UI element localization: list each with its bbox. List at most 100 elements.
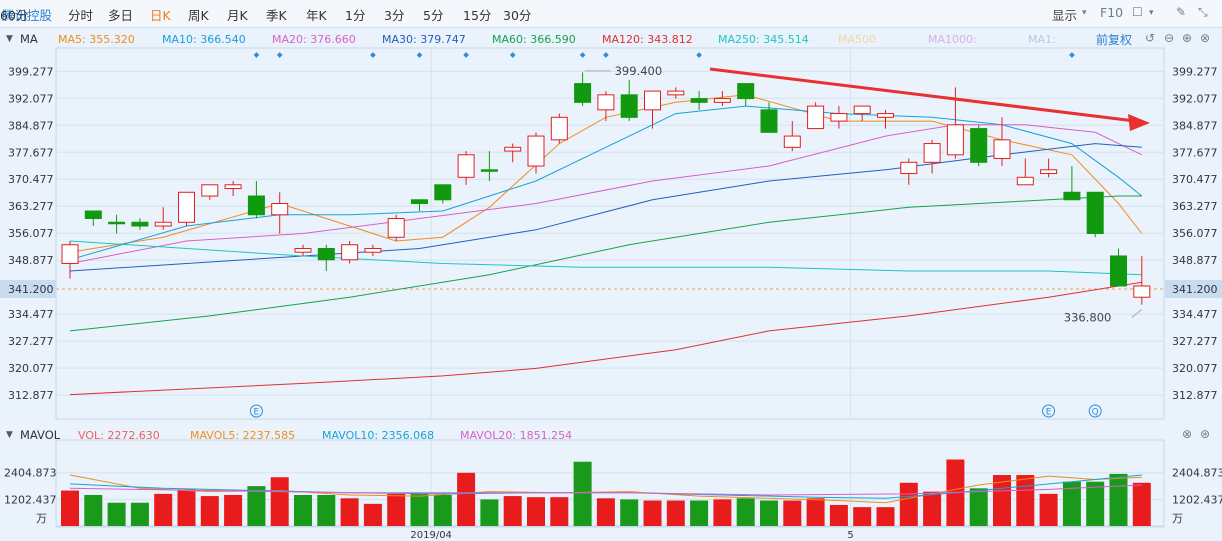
tab-11[interactable]: 15分 <box>463 8 492 23</box>
low-price-label: 336.800 <box>1064 310 1112 324</box>
event-badge-icon <box>1088 404 1102 418</box>
x-tick-label: 5 <box>847 530 853 541</box>
tab-2[interactable]: 多日 <box>108 8 134 23</box>
ma-legend-item[interactable]: MA120: 343.812 <box>602 33 693 46</box>
close-icon[interactable]: ⊗ <box>1200 31 1211 45</box>
y-tick-label: 334.477 <box>1172 308 1218 321</box>
trend-arrow <box>709 67 1150 131</box>
ma-indicator-label[interactable]: MA <box>20 32 38 46</box>
volume-bar <box>550 497 569 526</box>
ma-legend-item[interactable]: MA1: <box>1028 33 1056 46</box>
mavol-line <box>69 484 1142 496</box>
volume-bar <box>899 482 918 526</box>
f10-button[interactable]: F10 <box>1100 5 1124 20</box>
candle-body <box>783 135 801 148</box>
y-tick-label: 312.877 <box>1172 389 1218 402</box>
low-price-leader <box>1131 309 1143 318</box>
candle-body <box>247 195 265 216</box>
tab-6[interactable]: 季K <box>266 8 287 23</box>
tab-13[interactable]: 60分 <box>0 8 29 23</box>
current-price-tag-right <box>1165 279 1222 298</box>
vol-legend-item[interactable]: MAVOL10: 2356.068 <box>322 429 435 442</box>
tab-1[interactable]: 分时 <box>68 8 94 23</box>
candle-body <box>1086 191 1104 234</box>
volume-bar <box>294 494 312 526</box>
vol-tick-label: 2404.873 <box>4 467 57 480</box>
candle-body <box>574 83 592 103</box>
collapse-icon[interactable]: ⤡ <box>1198 5 1208 19</box>
tab-12[interactable]: 30分 <box>503 8 532 23</box>
volume-bar <box>1016 475 1035 526</box>
tab-3[interactable]: 日K <box>150 8 171 23</box>
chevron-down-icon[interactable]: ▾ <box>1082 8 1087 18</box>
zoom-in-icon[interactable]: ⊕ <box>1182 31 1193 45</box>
y-tick-label: 384.877 <box>1172 119 1218 132</box>
candle-body <box>690 98 708 103</box>
candle-body <box>737 83 755 100</box>
candle-body <box>201 184 219 197</box>
ma-line <box>69 143 1142 272</box>
candle-body <box>178 191 195 223</box>
event-badge-icon <box>1042 404 1056 418</box>
volume-bar <box>224 494 243 526</box>
zoom-out-icon[interactable]: ⊖ <box>1164 31 1175 45</box>
vol-legend-item[interactable]: VOL: 2272.630 <box>78 429 160 442</box>
ma-legend-item[interactable]: MA1000: <box>928 33 977 46</box>
volume-bar <box>154 493 173 526</box>
volume-bar <box>736 498 755 526</box>
event-badge-icon: E <box>254 408 260 418</box>
vol-tick-label: 1202.437 <box>4 493 57 506</box>
tab-4[interactable]: 周K <box>188 8 209 23</box>
collapse-toggle-icon[interactable]: ▼ <box>6 430 13 440</box>
candle-body <box>317 247 335 261</box>
tab-10[interactable]: 5分 <box>423 8 444 23</box>
ma-legend-item[interactable]: MA60: 366.590 <box>492 33 576 46</box>
candle-body <box>1063 191 1081 201</box>
candle-body <box>760 109 778 133</box>
volume-bar <box>760 500 778 526</box>
candle-body <box>946 124 964 156</box>
tab-7[interactable]: 年K <box>306 8 327 23</box>
close-icon[interactable]: ⊗ <box>1182 427 1193 441</box>
tab-9[interactable]: 3分 <box>384 8 405 23</box>
ma-legend-item[interactable]: MA500 <box>838 33 877 46</box>
volume-bar <box>1132 482 1151 526</box>
undo-icon[interactable]: ↺ <box>1145 31 1156 45</box>
candle-body <box>527 135 545 167</box>
ma-legend-item[interactable]: MA250: 345.514 <box>718 33 809 46</box>
ma-legend-item[interactable]: MA20: 376.660 <box>272 33 356 46</box>
candle-body <box>550 116 568 141</box>
vol-indicator-label[interactable]: MAVOL <box>20 428 61 442</box>
ma-legend-item[interactable]: MA5: 355.320 <box>58 33 135 46</box>
candle-body <box>877 113 894 118</box>
candle-body <box>364 247 382 253</box>
ma-legend-item[interactable]: MA30: 379.747 <box>382 33 466 46</box>
candle-body <box>713 98 731 103</box>
volume-bar <box>387 493 406 526</box>
settings-icon[interactable]: ⊛ <box>1200 427 1211 441</box>
volume-bar <box>503 496 522 526</box>
y-tick-label: 327.277 <box>1172 335 1218 348</box>
volume-bar <box>783 500 802 526</box>
volume-bar <box>969 488 988 526</box>
display-menu-button[interactable]: 显示 <box>1052 8 1078 23</box>
candle-body <box>667 90 685 96</box>
ma-line <box>69 195 1142 332</box>
vol-legend-item[interactable]: MAVOL20: 1851.254 <box>460 429 573 442</box>
candle-body <box>993 139 1011 160</box>
pen-icon[interactable]: ✎ <box>1176 5 1187 19</box>
candle-body <box>457 154 475 178</box>
y-tick-label: 341.200 <box>8 283 54 296</box>
volume-bar <box>1062 481 1081 526</box>
collapse-toggle-icon[interactable]: ▼ <box>6 34 13 44</box>
ma-legend-item[interactable]: MA10: 366.540 <box>162 33 246 46</box>
tab-5[interactable]: 月K <box>227 8 248 23</box>
chevron-down-icon[interactable]: ▾ <box>1149 8 1154 18</box>
adjust-button[interactable]: 前复权 <box>1096 33 1133 47</box>
vol-legend-item[interactable]: MAVOL5: 2237.585 <box>190 429 296 442</box>
checkbox-icon[interactable]: ☐ <box>1132 5 1143 19</box>
volume-bar <box>829 504 848 526</box>
tab-8[interactable]: 1分 <box>345 8 366 23</box>
candle-body <box>411 199 428 205</box>
